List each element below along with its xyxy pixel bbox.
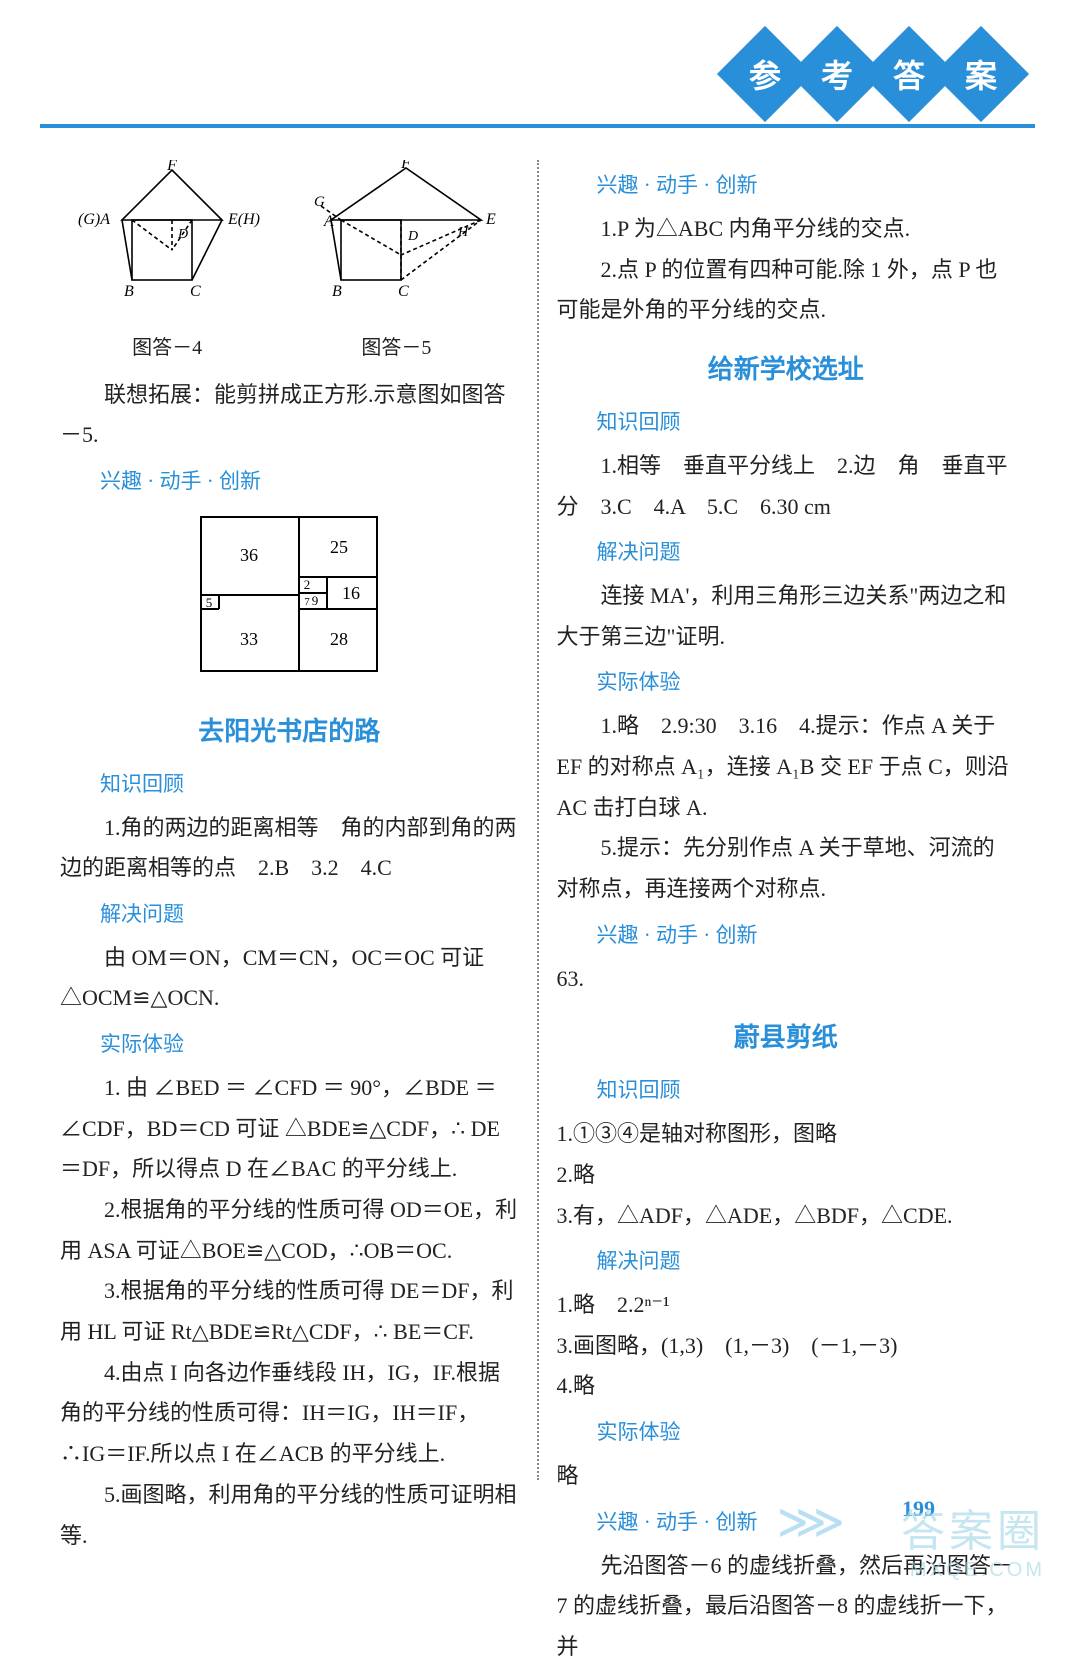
pv: 25: [330, 537, 348, 557]
p-xq1: 1.P 为△ABC 内角平分线的交点.: [557, 209, 1016, 250]
watermark: 答案圈 MXQE.COM: [901, 1495, 1045, 1582]
sec-shiji2: 实际体验: [597, 1413, 1016, 1452]
pv: 2: [304, 577, 311, 592]
p-sj1-r: 1.略 2.9:30 3.16 4.提示：作点 A 关于 EF 的对称点 A₁，…: [557, 706, 1016, 828]
label-C: C: [398, 283, 409, 300]
geometry-fig-5: F G A D E H B C: [286, 160, 506, 310]
geometry-fig-4: F (G)A D E(H) B C: [72, 160, 262, 310]
sec-xingqu1: 兴趣 · 动手 · 创新: [597, 166, 1016, 205]
sec-zhishi-r: 知识回顾: [597, 403, 1016, 442]
figure-5-caption: 图答－5: [286, 330, 506, 367]
figure-4: F (G)A D E(H) B C 图答－4: [72, 160, 262, 367]
p-xq3: 63.: [557, 959, 1016, 1000]
label-EH: E(H): [227, 211, 260, 228]
banner-char: 案: [965, 51, 997, 97]
sec-shiji: 实际体验: [100, 1025, 519, 1064]
sec-shiji-r: 实际体验: [597, 663, 1016, 702]
header-rule: [40, 124, 1035, 128]
sec-xingqu: 兴趣 · 动手 · 创新: [100, 462, 519, 501]
banner-char: 参: [749, 51, 781, 97]
label-H: H: [457, 225, 469, 240]
label-F: F: [166, 160, 177, 174]
pv: 36: [240, 545, 258, 565]
p-jj2c: 4.略: [557, 1366, 1016, 1407]
p-jj2b: 3.画图略，(1,3) (1,－3) (－1,－3): [557, 1326, 1016, 1367]
sec-zhishi2: 知识回顾: [597, 1071, 1016, 1110]
sec-zhishi: 知识回顾: [100, 765, 519, 804]
p-sj4: 4.由点 I 向各边作垂线段 IH，IG，IF.根据角的平分线的性质可得：IH＝…: [60, 1353, 519, 1475]
title-yuxian: 蔚县剪纸: [557, 1013, 1016, 1061]
pv: 5: [206, 595, 213, 610]
header-banner: 参 考 答 案: [731, 40, 1015, 108]
p-jj1-r: 连接 MA'，利用三角形三边关系"两边之和大于第三边"证明.: [557, 576, 1016, 657]
page-content: F (G)A D E(H) B C 图答－4: [60, 160, 1015, 1480]
p-sj3-r: 略: [557, 1456, 1016, 1497]
p-sj3: 3.根据角的平分线的性质可得 DE＝DF，利用 HL 可证 Rt△BDE≌Rt△…: [60, 1271, 519, 1352]
figure-row: F (G)A D E(H) B C 图答－4: [60, 160, 519, 367]
p-zh1: 1.角的两边的距离相等 角的内部到角的两边的距离相等的点 2.B 3.2 4.C: [60, 808, 519, 889]
label-D: D: [177, 227, 188, 242]
label-E: E: [485, 211, 496, 228]
p-jj1: 由 OM＝ON，CM＝CN，OC＝OC 可证 △OCM≌△OCN.: [60, 938, 519, 1019]
sec-jiejue-r: 解决问题: [597, 533, 1016, 572]
title-road: 去阳光书店的路: [60, 707, 519, 755]
label-B: B: [124, 283, 134, 300]
banner-char: 考: [821, 51, 853, 97]
title-xinxiao: 给新学校选址: [557, 345, 1016, 393]
p-xq2: 2.点 P 的位置有四种可能.除 1 外，点 P 也可能是外角的平分线的交点.: [557, 250, 1016, 331]
p-sj5: 5.画图略，利用角的平分线的性质可证明相等.: [60, 1475, 519, 1556]
right-column: 兴趣 · 动手 · 创新 1.P 为△ABC 内角平分线的交点. 2.点 P 的…: [539, 160, 1016, 1480]
p-zh2b: 2.略: [557, 1155, 1016, 1196]
label-A: A: [323, 213, 334, 230]
label-C: C: [190, 283, 201, 300]
para-lianxiang: 联想拓展：能剪拼成正方形.示意图如图答－5.: [60, 375, 519, 456]
label-D: D: [407, 229, 418, 244]
figure-5: F G A D E H B C 图答－5: [286, 160, 506, 367]
banner-char: 答: [893, 51, 925, 97]
sec-jiejue2: 解决问题: [597, 1242, 1016, 1281]
sec-xingqu2: 兴趣 · 动手 · 创新: [597, 916, 1016, 955]
sec-jiejue: 解决问题: [100, 895, 519, 934]
label-B: B: [332, 283, 342, 300]
watermark-url: MXQE.COM: [901, 1559, 1045, 1582]
pv: 7: [305, 596, 311, 608]
p-jj2a: 1.略 2.2ⁿ⁻¹: [557, 1285, 1016, 1326]
watermark-text: 答案圈: [901, 1495, 1045, 1559]
p-zh1-r: 1.相等 垂直平分线上 2.边 角 垂直平分 3.C 4.A 5.C 6.30 …: [557, 446, 1016, 527]
decorative-wing-icon: ⋙: [777, 1494, 845, 1550]
square-puzzle: 36 25 2 9 7 16 5 33 28: [191, 509, 387, 693]
banner-diamond: 案: [933, 26, 1029, 122]
p-zh2a: 1.①③④是轴对称图形，图略: [557, 1114, 1016, 1155]
left-column: F (G)A D E(H) B C 图答－4: [60, 160, 537, 1480]
label-GA: (G)A: [78, 211, 110, 228]
pv: 16: [342, 583, 360, 603]
p-sj2: 2.根据角的平分线的性质可得 OD＝OE，利用 ASA 可证△BOE≌△COD，…: [60, 1190, 519, 1271]
pv: 9: [312, 593, 319, 608]
p-zh2c: 3.有，△ADF，△ADE，△BDF，△CDE.: [557, 1196, 1016, 1237]
p-sj1: 1. 由 ∠BED ＝ ∠CFD ＝ 90°，∠BDE ＝ ∠CDF，BD＝CD…: [60, 1068, 519, 1190]
p-sj2-r: 5.提示：先分别作点 A 关于草地、河流的对称点，再连接两个对称点.: [557, 828, 1016, 909]
figure-4-caption: 图答－4: [72, 330, 262, 367]
puzzle-svg: 36 25 2 9 7 16 5 33 28: [191, 509, 387, 679]
pv: 28: [330, 629, 348, 649]
label-G: G: [314, 194, 325, 210]
label-F: F: [400, 160, 411, 172]
pv: 33: [240, 629, 258, 649]
